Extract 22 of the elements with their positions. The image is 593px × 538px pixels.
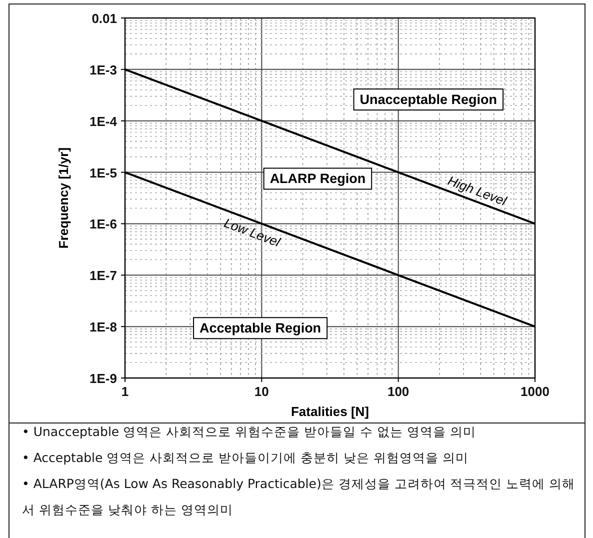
text: High Level [446, 172, 510, 209]
x-tick-label: 100 [387, 384, 410, 399]
annotation: Unacceptable Region [360, 92, 498, 107]
y-tick-label: 1E-8 [90, 320, 117, 335]
y-tick-label: 1E-6 [90, 216, 117, 232]
y-tick-label: 1E-5 [90, 165, 117, 180]
text: Low Level [222, 215, 284, 250]
text: • Unacceptable 영역은 사회적으로 위험수준을 받아들일 수 없는 영역을 의미 [22, 423, 477, 441]
y-tick-label: 1E-7 [90, 268, 117, 284]
y-axis-title: Frequency [1/yr] [56, 147, 71, 249]
x-tick-label: 1 [121, 384, 129, 399]
y-tick-label: 0.01 [92, 11, 117, 26]
annotation: Acceptable Region [200, 320, 322, 336]
text: • ALARP영역(As Low As Reasonably Practicable)은 경제성을 고려하여 적극적인 노력에 의해서 위험수준을 낮춰야 하는 영역의미 [22, 475, 576, 519]
y-tick-label: 1E-9 [90, 371, 117, 386]
x-axis-title: Fatalities [N] [290, 404, 370, 419]
text: • Acceptable 영역은 사회적으로 받아들이기에 충분히 낮은 위험영역을 의미 [22, 449, 470, 467]
y-tick-label: 1E-3 [90, 62, 117, 78]
x-tick-label: 10 [254, 384, 269, 399]
y-tick-label: 1E-4 [90, 114, 118, 129]
annotation: ALARP Region [270, 171, 366, 186]
x-tick-label: 1000 [520, 384, 550, 399]
